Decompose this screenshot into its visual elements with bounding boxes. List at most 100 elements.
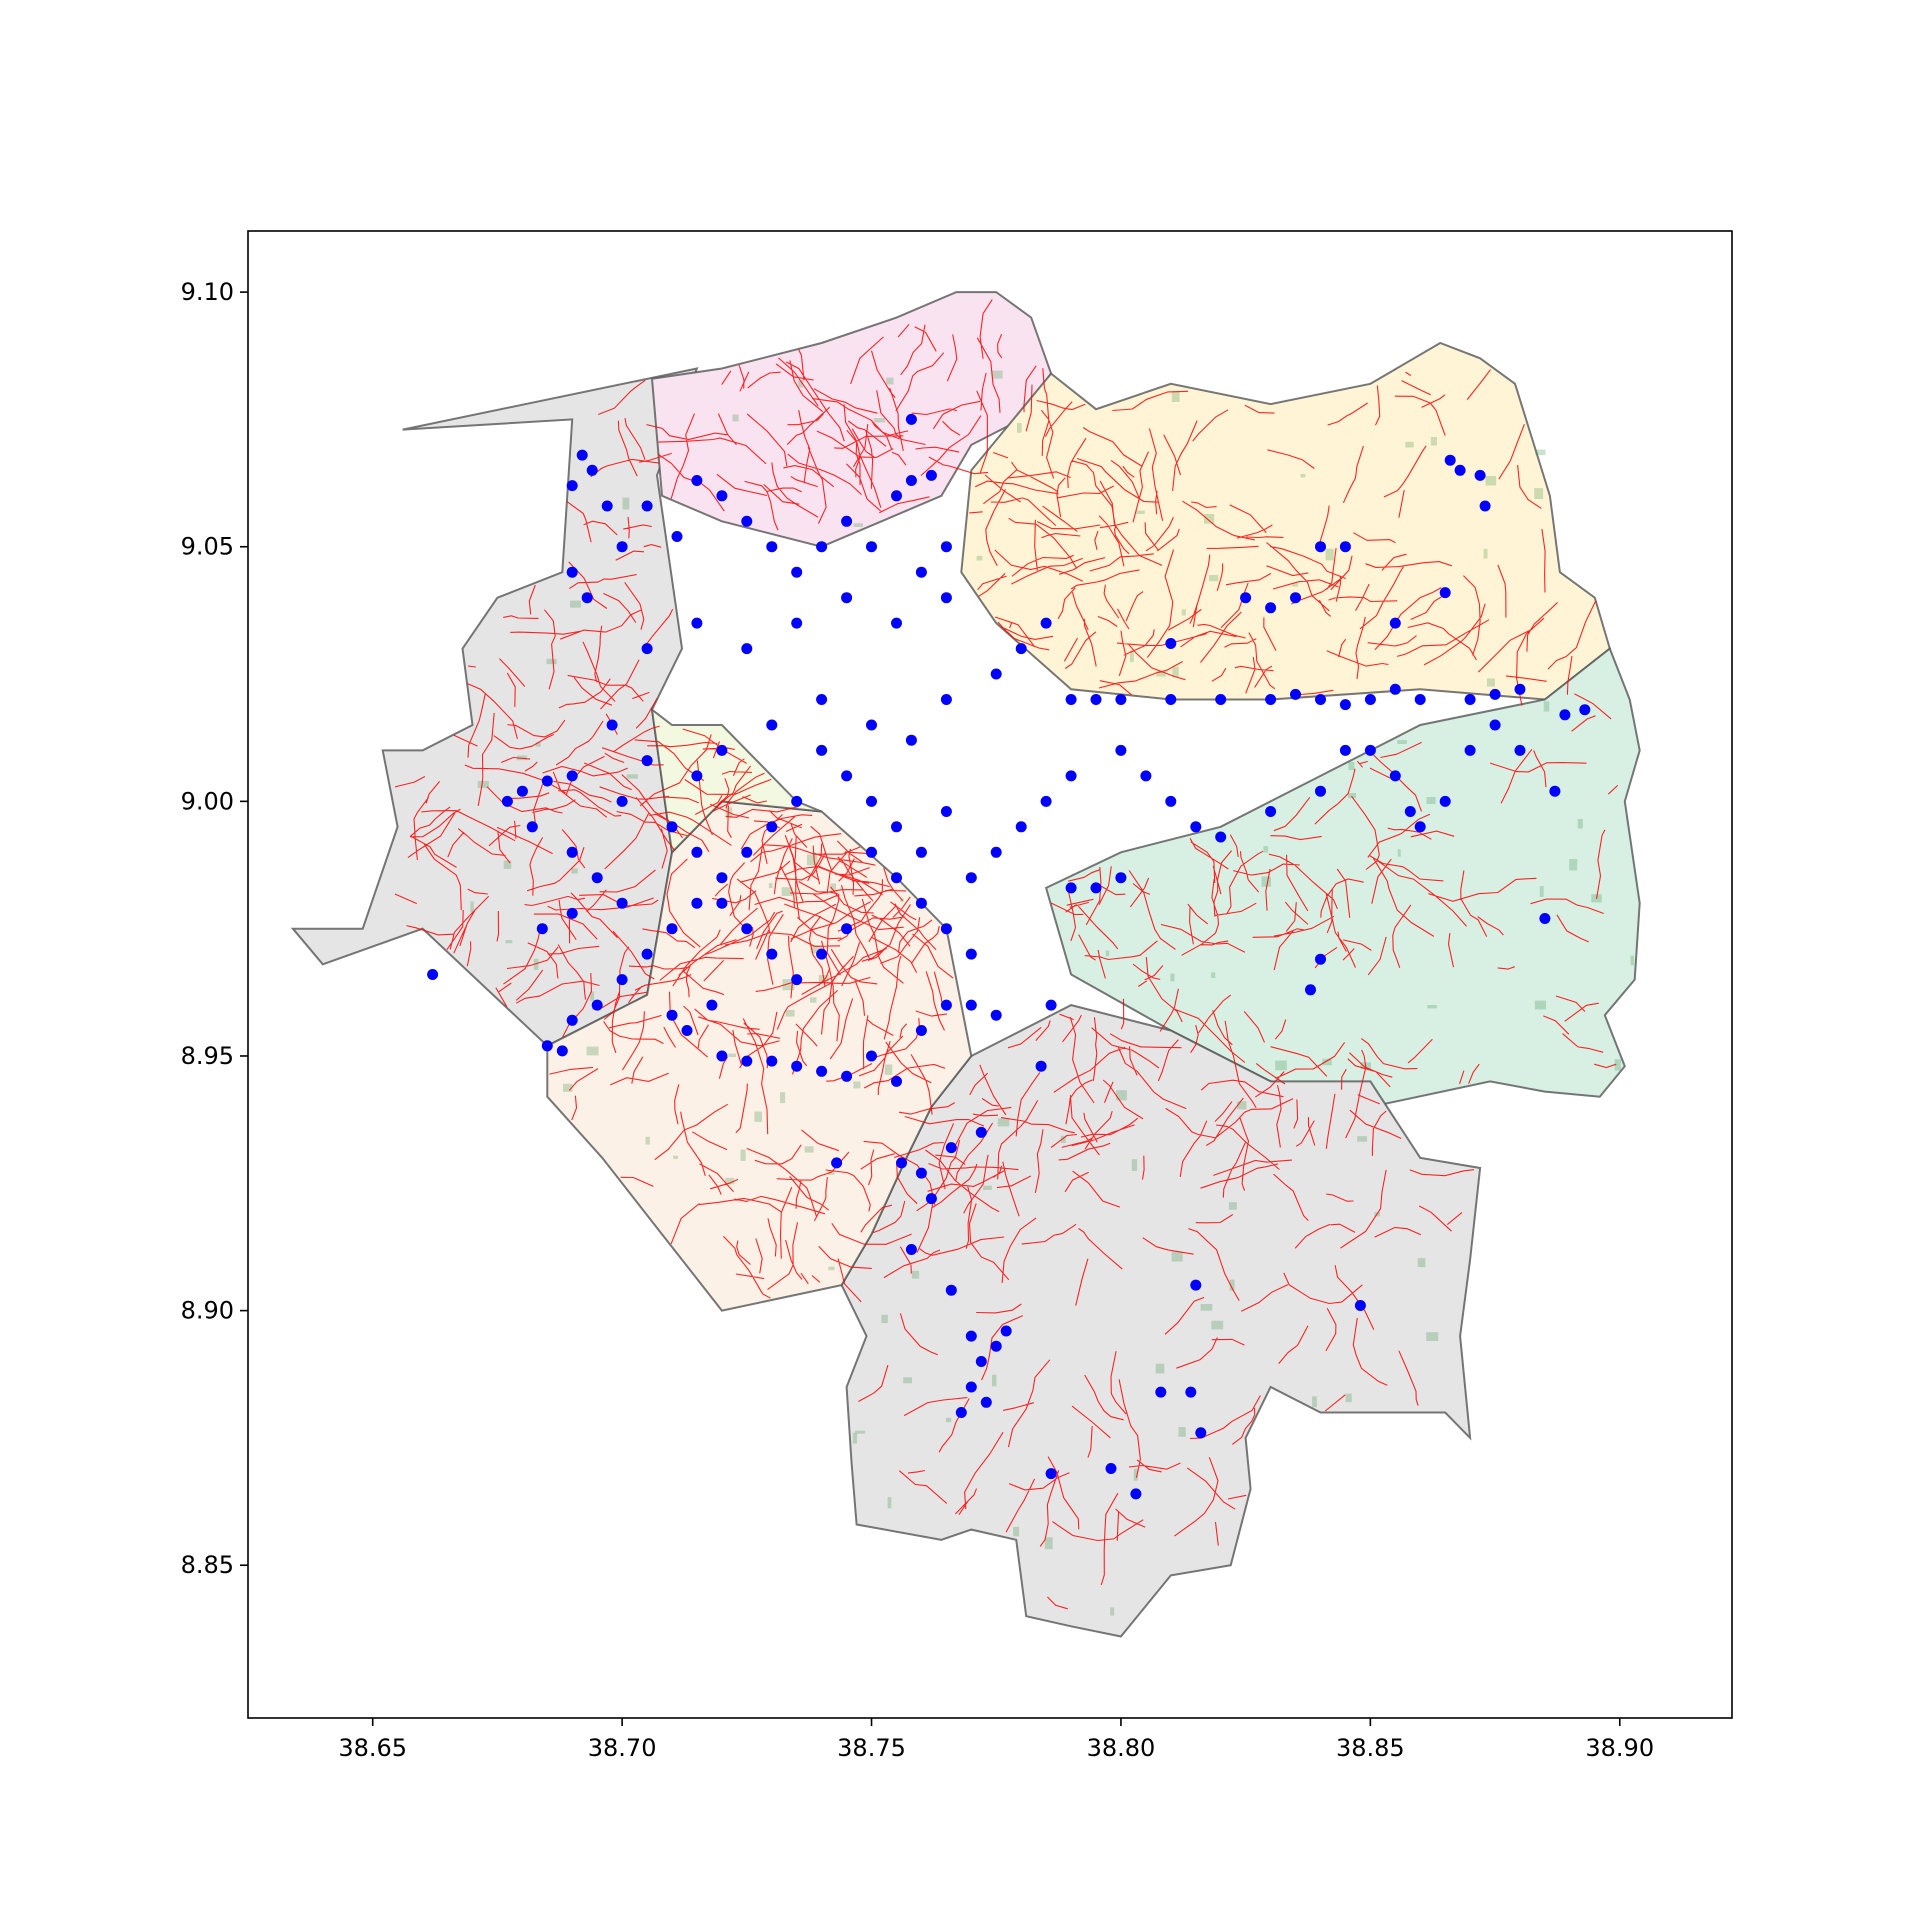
location-point	[716, 897, 728, 909]
location-point	[1315, 694, 1326, 705]
location-point	[427, 969, 439, 980]
location-point	[1190, 821, 1202, 833]
location-point	[791, 1060, 803, 1072]
location-point	[766, 1055, 778, 1067]
location-point	[1315, 541, 1326, 553]
location-point	[866, 719, 877, 731]
location-point	[1215, 831, 1227, 843]
green-area	[976, 555, 983, 561]
location-point	[566, 566, 578, 578]
location-point	[925, 469, 937, 481]
location-point	[1000, 1325, 1012, 1337]
green-area	[1417, 1258, 1426, 1268]
location-point	[516, 785, 528, 797]
location-point	[841, 515, 853, 527]
location-point	[940, 541, 952, 553]
location-point	[716, 490, 728, 502]
green-area	[1129, 650, 1134, 663]
green-area	[754, 1111, 762, 1122]
location-point	[905, 734, 917, 746]
location-point	[1315, 953, 1326, 965]
green-area	[1211, 1320, 1224, 1330]
green-area	[992, 1374, 997, 1387]
location-point	[891, 1075, 902, 1087]
location-point	[691, 897, 703, 909]
location-point	[965, 1381, 977, 1393]
location-point	[866, 795, 877, 807]
location-point	[841, 592, 853, 604]
location-point	[766, 821, 778, 833]
green-area	[1630, 955, 1634, 966]
x-tick-label: 38.80	[1087, 1734, 1156, 1762]
green-area	[570, 600, 581, 608]
location-point	[1215, 694, 1227, 705]
location-point	[536, 923, 548, 935]
green-area	[571, 868, 578, 874]
location-point	[741, 643, 753, 655]
green-area	[1105, 950, 1110, 957]
location-point	[940, 806, 952, 817]
green-area	[884, 1064, 893, 1075]
location-point	[1454, 464, 1466, 476]
location-point	[866, 541, 877, 553]
district-5	[840, 1004, 1482, 1638]
location-point	[1065, 694, 1077, 705]
location-point	[1185, 1386, 1197, 1398]
location-point	[1339, 744, 1351, 756]
location-point	[1514, 683, 1526, 695]
x-tick-label: 38.70	[588, 1734, 657, 1762]
location-point	[1165, 795, 1177, 807]
location-point	[1539, 913, 1551, 924]
green-area	[1483, 548, 1488, 559]
green-area	[1044, 1537, 1053, 1550]
green-area	[782, 979, 795, 991]
location-point	[990, 1340, 1002, 1352]
green-area	[780, 1092, 786, 1104]
location-point	[1514, 744, 1526, 756]
green-area	[1427, 1005, 1437, 1009]
location-point	[641, 755, 653, 767]
location-point	[741, 1055, 753, 1067]
location-point	[541, 1040, 553, 1052]
green-area	[546, 658, 557, 665]
location-point	[1364, 694, 1376, 705]
location-point	[990, 846, 1002, 858]
location-point	[1474, 469, 1486, 481]
location-point	[1015, 643, 1027, 655]
location-point	[691, 846, 703, 858]
location-point	[980, 1396, 992, 1408]
location-point	[925, 1193, 937, 1205]
location-point	[741, 923, 753, 935]
green-area	[1486, 678, 1495, 687]
location-point	[641, 948, 653, 960]
location-point	[816, 694, 828, 705]
green-area	[1485, 476, 1497, 486]
location-point	[1165, 694, 1177, 705]
x-axis: 38.65 38.70 38.75 38.80 38.85 38.90	[338, 1718, 1654, 1762]
green-area	[622, 497, 630, 510]
green-area	[1131, 1159, 1138, 1171]
location-point	[1339, 541, 1351, 553]
location-point	[766, 948, 778, 960]
location-point	[965, 872, 977, 884]
green-area	[725, 1177, 735, 1185]
location-point	[975, 1126, 987, 1138]
location-point	[1315, 785, 1326, 797]
location-point	[566, 480, 578, 492]
green-area	[830, 883, 837, 891]
location-point	[915, 566, 927, 578]
roads-layer	[394, 299, 1619, 1610]
location-point	[1065, 882, 1077, 894]
location-point	[1115, 872, 1127, 884]
green-area	[945, 1417, 952, 1423]
location-point	[915, 846, 927, 858]
location-point	[501, 795, 513, 807]
location-point	[1479, 500, 1491, 512]
location-point	[1045, 1468, 1057, 1480]
green-area	[903, 1377, 912, 1384]
location-point	[1015, 821, 1027, 833]
location-point	[716, 1050, 728, 1062]
y-tick-label: 9.10	[181, 278, 234, 306]
location-point	[716, 872, 728, 884]
location-point	[666, 821, 678, 833]
